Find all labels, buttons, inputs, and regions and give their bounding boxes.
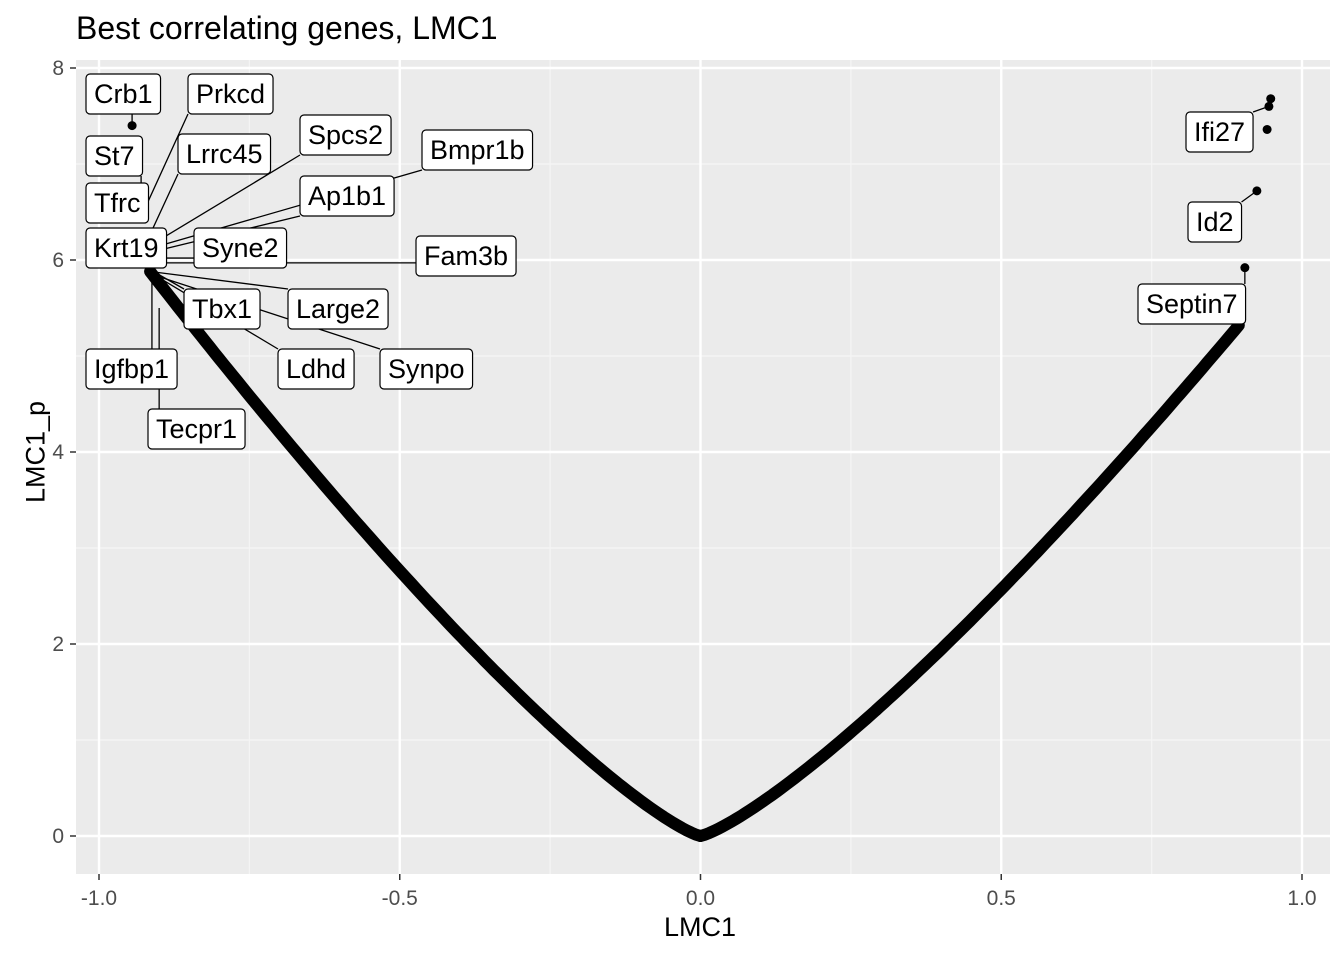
gene-label-ifi27: Ifi27 — [1185, 111, 1254, 153]
gene-label-text: Igfbp1 — [94, 354, 169, 384]
gene-label-crb1: Crb1 — [85, 73, 162, 115]
gene-label-text: Ldhd — [286, 354, 346, 384]
chart-title: Best correlating genes, LMC1 — [76, 10, 498, 46]
gene-label-text: St7 — [94, 141, 135, 171]
gene-labels: Crb1 Prkcd St7 Lrrc45 Spcs2 Bmpr1b Tfrc Ap1b1 Kr… — [85, 73, 1254, 450]
gene-label-text: Ifi27 — [1194, 117, 1245, 147]
gene-label-text: Lrrc45 — [186, 139, 263, 169]
gene-label-tbx1: Tbx1 — [183, 288, 261, 330]
label-connector — [1241, 190, 1258, 203]
gene-label-spcs2: Spcs2 — [299, 114, 392, 156]
gene-label-st7: St7 — [85, 135, 144, 177]
gene-label-large2: Large2 — [287, 288, 389, 330]
gene-label-box — [183, 288, 261, 330]
gene-label-septin7: Septin7 — [1137, 283, 1247, 325]
gene-label-box — [147, 408, 246, 450]
gene-label-box — [85, 182, 150, 224]
label-connector — [150, 270, 289, 290]
gene-label-box — [85, 227, 168, 269]
gene-label-lrrc45: Lrrc45 — [177, 133, 272, 175]
gene-label-box — [1187, 201, 1243, 243]
label-connector — [151, 273, 381, 350]
gene-label-fam3b: Fam3b — [415, 235, 517, 277]
gene-label-text: Spcs2 — [308, 120, 383, 150]
gene-label-text: Fam3b — [424, 241, 508, 271]
y-tick-label: 6 — [52, 249, 64, 272]
gene-label-box — [421, 129, 534, 171]
gene-label-prkcd: Prkcd — [187, 73, 274, 115]
gene-label-text: Ap1b1 — [308, 181, 386, 211]
gene-label-box — [1137, 283, 1247, 325]
data-point — [127, 121, 137, 131]
gene-label-text: Id2 — [1196, 207, 1234, 237]
curve-left — [144, 265, 707, 842]
gene-label-text: Septin7 — [1146, 289, 1238, 319]
x-tick-label: -1.0 — [81, 887, 117, 910]
gene-label-krt19: Krt19 — [85, 227, 168, 269]
gene-label-text: Tbx1 — [192, 294, 252, 324]
y-tick-label: 0 — [52, 825, 64, 848]
gene-label-text: Krt19 — [94, 233, 159, 263]
x-tick-label: 0.5 — [987, 887, 1016, 910]
gene-label-box — [85, 73, 162, 115]
gene-label-text: Synpo — [388, 354, 465, 384]
y-tick-label: 2 — [52, 633, 64, 656]
gene-label-box — [1185, 111, 1254, 153]
y-tick-label: 4 — [52, 441, 64, 464]
curve-right — [694, 319, 1245, 842]
gene-label-text: Bmpr1b — [430, 135, 525, 165]
gene-label-box — [299, 114, 392, 156]
gene-label-text: Tfrc — [94, 188, 141, 218]
gene-label-ap1b1: Ap1b1 — [299, 175, 395, 217]
gene-label-text: Large2 — [296, 294, 380, 324]
gene-label-tecpr1: Tecpr1 — [147, 408, 246, 450]
gene-label-igfbp1: Igfbp1 — [85, 348, 178, 390]
gene-label-box — [85, 135, 144, 177]
gene-label-box — [415, 235, 517, 277]
data-curve — [144, 265, 1245, 842]
gene-label-box — [299, 175, 395, 217]
gene-label-ldhd: Ldhd — [277, 348, 355, 390]
y-tick-label: 8 — [52, 57, 64, 80]
x-axis-label: LMC1 — [664, 912, 737, 942]
plot-panel — [76, 60, 1330, 874]
gene-label-bmpr1b: Bmpr1b — [421, 129, 534, 171]
x-tick-label: -0.5 — [382, 887, 418, 910]
data-point — [1266, 94, 1276, 104]
gene-label-box — [177, 133, 272, 175]
gene-label-text: Crb1 — [94, 79, 153, 109]
gene-label-id2: Id2 — [1187, 201, 1243, 243]
gene-label-syne2: Syne2 — [193, 227, 288, 269]
label-connector — [1252, 105, 1270, 113]
gene-label-box — [85, 348, 178, 390]
x-tick-label: 0.0 — [686, 887, 715, 910]
gene-label-synpo: Synpo — [379, 348, 474, 390]
gene-label-tfrc: Tfrc — [85, 182, 150, 224]
x-tick-label: 1.0 — [1287, 887, 1316, 910]
gene-label-text: Tecpr1 — [156, 414, 237, 444]
label-connector — [149, 154, 301, 247]
gene-label-box — [287, 288, 389, 330]
axes: -1.0 -0.5 0.0 0.5 1.0 0 2 4 6 8 — [52, 57, 1316, 910]
gene-label-box — [379, 348, 474, 390]
gene-label-box — [193, 227, 288, 269]
gene-label-box — [277, 348, 355, 390]
gene-label-box — [187, 73, 274, 115]
gene-label-text: Syne2 — [202, 233, 279, 263]
data-point — [1262, 124, 1272, 134]
gene-label-text: Prkcd — [196, 79, 265, 109]
